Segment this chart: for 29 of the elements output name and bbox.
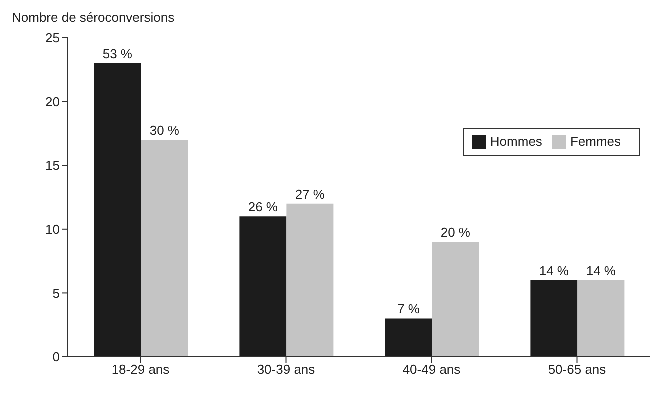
annotation: 14 % [539,263,570,278]
y-tick-label: 10 [46,222,60,238]
bar [94,64,142,357]
annotation: 30 % [150,123,180,138]
bar [286,204,334,357]
bar [432,242,480,357]
legend-label: Hommes [490,134,542,149]
bar [578,280,625,357]
bar [141,140,188,357]
bar [240,216,287,357]
annotation: 53 % [102,46,133,62]
x-tick-label: 30-39 ans [257,362,316,378]
bar [385,318,432,357]
y-axis-title: Nombre de séroconversions [12,10,175,25]
y-tick-label: 5 [52,286,60,301]
x-tick-label: 18-29 ans [112,362,170,378]
x-tick-label: 50-65 ans [548,362,607,378]
annotation: 14 % [586,263,616,278]
y-tick-label: 0 [52,350,60,365]
annotation: 20 % [440,225,471,240]
y-tick-label: 15 [46,158,60,174]
x-tick-label: 40-49 ans [402,362,462,378]
legend-label: Femmes [570,134,621,149]
y-tick-label: 25 [46,30,60,46]
annotation: 7 % [397,302,420,317]
annotation: 27 % [295,186,326,202]
y-tick-label: 20 [46,94,60,110]
bar [530,280,578,357]
annotation: 26 % [248,200,278,215]
